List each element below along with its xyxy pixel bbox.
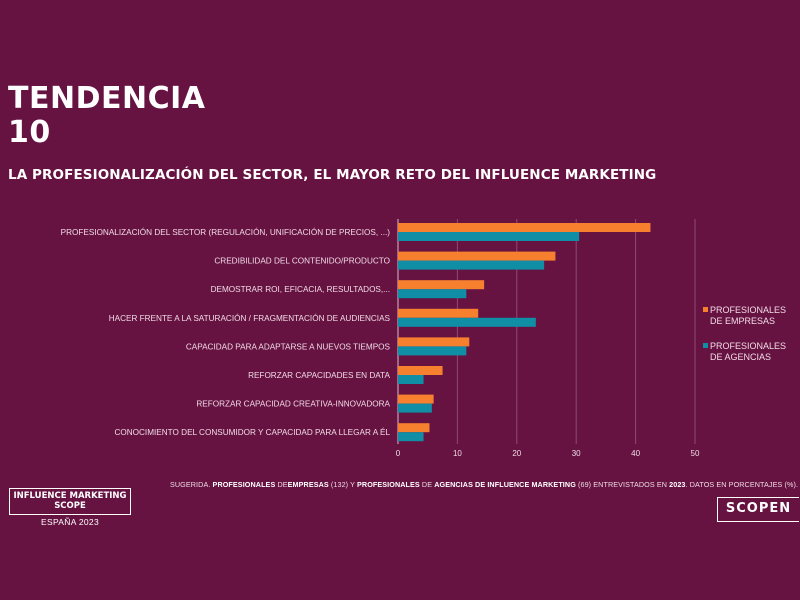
bar-agencias (398, 403, 432, 413)
x-tick-label: 10 (453, 449, 462, 458)
legend-label-agencias-line1: PROFESIONALES (710, 341, 787, 351)
bar-agencias (398, 317, 536, 327)
category-label: PROFESIONALIZACIÓN DEL SECTOR (REGULACIÓ… (61, 227, 391, 237)
legend-swatch-agencias (703, 343, 708, 348)
footnote-part: . DATOS EN PORCENTAJES (%). (685, 480, 799, 489)
bar-agencias (398, 432, 424, 442)
brand-line-1: INFLUENCE MARKETING (13, 491, 127, 501)
category-label: CREDIBILIDAD DEL CONTENIDO/PRODUCTO (214, 257, 390, 266)
footnote-bold: AGENCIAS DE INFLUENCE MARKETING (434, 480, 576, 489)
bar-empresas (398, 337, 470, 347)
footnote-part: (132) Y (328, 480, 358, 489)
scopen-logo: SCOPEN (717, 497, 799, 522)
x-tick-label: 30 (572, 449, 581, 458)
bar-agencias (398, 232, 580, 241)
brand-line-2: SCOPE (54, 501, 86, 511)
chart-legend: PROFESIONALES DE EMPRESAS PROFESIONALES … (703, 305, 800, 377)
footnote-bold: PROFESIONALES (212, 480, 276, 489)
bar-empresas (398, 280, 485, 290)
bar-chart: 0 10 20 30 40 50 PROFESIONALIZACIÓN DEL SECTOR… (61, 219, 700, 458)
brand-logo: INFLUENCE MARKETING SCOPE (9, 488, 131, 515)
page-title: TENDENCIA 10 (8, 82, 205, 150)
bar-agencias (398, 260, 545, 270)
footnote-part: DE (275, 480, 288, 489)
category-label: DEMOSTRAR ROI, EFICACIA, RESULTADOS,... (211, 285, 390, 294)
legend-swatch-empresas (703, 307, 708, 312)
bar-agencias (398, 346, 467, 356)
category-label: REFORZAR CAPACIDAD CREATIVA-INNOVADORA (196, 400, 390, 409)
footnote-part: (69) ENTREVISTADOS EN (575, 480, 670, 489)
legend-item-empresas: PROFESIONALES DE EMPRESAS (703, 305, 800, 327)
legend-label-empresas-line1: PROFESIONALES (710, 305, 787, 315)
legend-label-empresas-line2: DE EMPRESAS (710, 316, 776, 326)
legend-item-agencias: PROFESIONALES DE AGENCIAS (703, 341, 800, 363)
x-tick-label: 50 (691, 449, 700, 458)
footnote-bold: 2023 (669, 480, 686, 489)
category-label: REFORZAR CAPACIDADES EN DATA (248, 371, 390, 380)
footnote-part: SUGERIDA. (170, 480, 213, 489)
category-label: CAPACIDAD PARA ADAPTARSE A NUEVOS TIEMPO… (186, 342, 391, 351)
chart-subtitle: LA PROFESIONALIZACIÓN DEL SECTOR, EL MAY… (8, 167, 657, 183)
x-tick-label: 40 (631, 449, 640, 458)
bar-empresas (398, 223, 651, 232)
title-line-1: TENDENCIA (8, 81, 206, 116)
bar-agencias (398, 375, 424, 384)
x-tick-label: 20 (512, 449, 521, 458)
x-tick-label: 0 (396, 449, 401, 458)
brand-edition: ESPAÑA 2023 (41, 517, 99, 527)
bar-empresas (398, 423, 430, 433)
bar-agencias (398, 289, 467, 299)
footnote-bold: EMPRESAS (287, 480, 329, 489)
category-label: CONOCIMIENTO DEL CONSUMIDOR Y CAPACIDAD … (114, 427, 390, 437)
footnote-part: DE (419, 480, 435, 489)
legend-label-agencias-line2: DE AGENCIAS (710, 352, 772, 362)
footnote: SUGERIDA. PROFESIONALES DEEMPRESAS (132)… (170, 480, 798, 489)
bar-empresas (398, 308, 479, 318)
footnote-bold: PROFESIONALES (357, 480, 420, 489)
bar-empresas (398, 251, 556, 261)
category-label: HACER FRENTE A LA SATURACIÓN / FRAGMENTA… (109, 313, 391, 323)
bar-empresas (398, 394, 434, 404)
title-line-2: 10 (8, 115, 51, 150)
bar-empresas (398, 366, 443, 375)
